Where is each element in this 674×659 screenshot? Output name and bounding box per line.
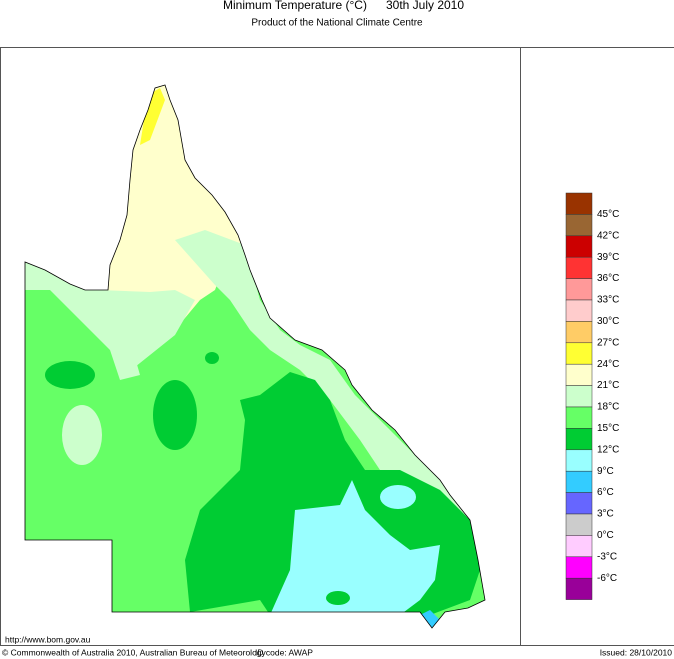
id-code: ID code: AWAP [255, 647, 313, 657]
legend-label: 21°C [597, 380, 619, 391]
legend-swatch [565, 321, 593, 344]
legend-label: 24°C [597, 359, 619, 370]
legend-swatch [565, 278, 593, 301]
legend-label: 3°C [597, 509, 614, 520]
legend-label: 42°C [597, 230, 619, 241]
legend-label: 18°C [597, 402, 619, 413]
legend-label: 36°C [597, 273, 619, 284]
temperature-zones [25, 85, 485, 628]
title: Minimum Temperature (°C) [223, 0, 367, 12]
legend-swatch [565, 428, 593, 451]
legend-label: 39°C [597, 252, 619, 263]
legend-swatch [565, 556, 593, 579]
copyright: © Commonwealth of Australia 2010, Austra… [2, 647, 267, 657]
legend-swatch [565, 299, 593, 322]
legend-label: 9°C [597, 466, 614, 477]
legend-swatch [565, 492, 593, 515]
legend-swatch [565, 256, 593, 279]
legend-label: 45°C [597, 209, 619, 220]
frame [0, 47, 674, 646]
url: http://www.bom.gov.au [5, 634, 91, 644]
legend-label: 6°C [597, 487, 614, 498]
legend-label: 27°C [597, 337, 619, 348]
legend-label: 30°C [597, 316, 619, 327]
issued: Issued: 28/10/2010 [600, 647, 673, 657]
legend-swatch [565, 406, 593, 429]
legend-swatch [565, 535, 593, 558]
subtitle: Product of the National Climate Centre [251, 18, 423, 29]
legend-label: 0°C [597, 530, 614, 541]
legend-label: 33°C [597, 295, 619, 306]
legend-swatch [565, 577, 593, 600]
legend-swatch [565, 342, 593, 365]
legend-swatch [565, 449, 593, 472]
legend-swatch [565, 235, 593, 258]
state-outline [24, 84, 486, 629]
legend-label: -3°C [597, 551, 617, 562]
legend-label: -6°C [597, 573, 617, 584]
legend: 45°C 42°C 39°C 36°C 33°C 30°C 27°C 24°C 21°C 18°C… [565, 192, 619, 600]
legend-swatch [565, 385, 593, 408]
legend-swatch [565, 513, 593, 536]
legend-label: 15°C [597, 423, 619, 434]
legend-label: 12°C [597, 444, 619, 455]
date: 30th July 2010 [386, 0, 464, 12]
legend-swatch [565, 470, 593, 493]
legend-swatch [565, 192, 593, 215]
legend-swatch [565, 214, 593, 237]
legend-swatch [565, 363, 593, 386]
